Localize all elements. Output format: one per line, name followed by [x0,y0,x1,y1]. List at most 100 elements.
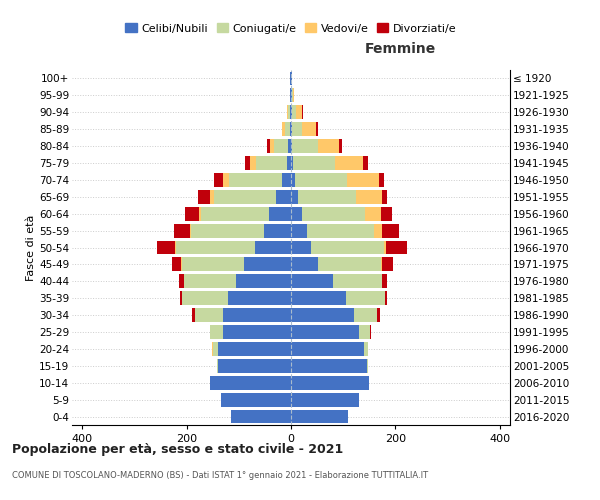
Bar [277,190,291,203]
Bar [236,274,291,288]
Bar [385,292,388,305]
Bar [221,392,291,406]
Bar [223,325,291,339]
Bar [291,207,302,220]
Bar [157,240,175,254]
Bar [181,292,182,305]
Bar [264,224,291,237]
Bar [254,240,291,254]
Bar [181,258,244,272]
Bar [365,207,380,220]
Bar [379,173,384,187]
Bar [302,106,303,119]
Bar [382,258,393,272]
Bar [339,139,342,153]
Bar [217,359,218,373]
Bar [291,240,311,254]
Bar [194,308,223,322]
Bar [185,207,199,220]
Bar [364,342,368,356]
Bar [318,258,380,272]
Text: Popolazione per età, sesso e stato civile - 2021: Popolazione per età, sesso e stato civil… [12,442,343,456]
Bar [218,342,291,356]
Bar [382,224,399,237]
Bar [386,240,407,254]
Bar [245,156,250,170]
Bar [218,359,291,373]
Bar [291,376,369,390]
Bar [172,258,181,272]
Bar [374,224,382,237]
Bar [223,173,229,187]
Bar [370,325,371,339]
Bar [210,376,291,390]
Bar [364,156,368,170]
Bar [347,173,379,187]
Bar [184,274,236,288]
Bar [377,308,380,322]
Bar [282,122,285,136]
Bar [287,156,291,170]
Bar [318,139,339,153]
Bar [311,240,384,254]
Bar [274,139,289,153]
Bar [380,207,392,220]
Bar [291,342,364,356]
Bar [382,190,387,203]
Bar [291,173,295,187]
Bar [250,156,256,170]
Text: Femmine: Femmine [365,42,436,56]
Bar [291,392,359,406]
Bar [384,240,386,254]
Bar [292,139,318,153]
Bar [229,292,291,305]
Bar [292,106,296,119]
Bar [199,207,202,220]
Bar [291,224,307,237]
Bar [190,224,191,237]
Bar [289,139,291,153]
Bar [229,173,281,187]
Legend: Celibi/Nubili, Coniugati/e, Vedovi/e, Divorziati/e: Celibi/Nubili, Coniugati/e, Vedovi/e, Di… [121,19,461,38]
Bar [191,224,264,237]
Bar [367,359,368,373]
Bar [291,258,318,272]
Bar [192,308,194,322]
Bar [267,139,269,153]
Bar [213,342,218,356]
Bar [298,190,356,203]
Bar [291,359,367,373]
Bar [293,88,294,102]
Bar [285,122,290,136]
Bar [346,292,385,305]
Bar [287,106,289,119]
Bar [291,139,292,153]
Bar [292,122,302,136]
Bar [214,173,223,187]
Bar [223,308,291,322]
Bar [302,207,365,220]
Bar [291,156,293,170]
Bar [269,139,274,153]
Bar [295,173,347,187]
Text: COMUNE DI TOSCOLANO-MADERNO (BS) - Dati ISTAT 1° gennaio 2021 - Elaborazione TUT: COMUNE DI TOSCOLANO-MADERNO (BS) - Dati … [12,470,428,480]
Bar [281,173,291,187]
Bar [293,156,335,170]
Bar [214,190,277,203]
Bar [353,308,377,322]
Bar [291,190,298,203]
Bar [209,190,214,203]
Bar [291,308,353,322]
Bar [202,207,269,220]
Bar [198,190,209,203]
Bar [359,325,370,339]
Bar [291,122,292,136]
Bar [291,325,359,339]
Bar [382,274,388,288]
Bar [179,274,184,288]
Bar [380,258,382,272]
Bar [292,88,293,102]
Bar [175,240,176,254]
Bar [291,292,346,305]
Bar [316,122,317,136]
